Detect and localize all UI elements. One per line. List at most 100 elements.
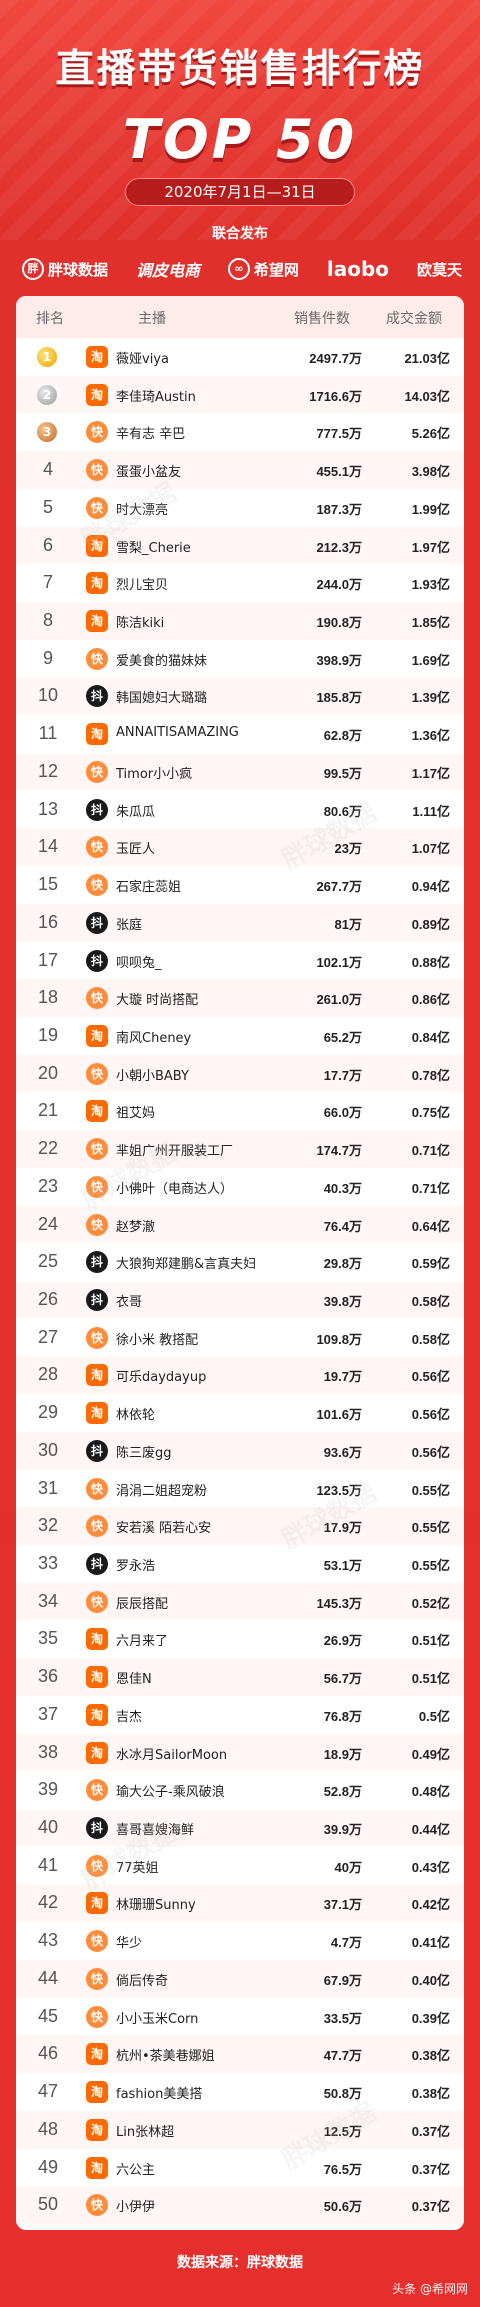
partner-logos: 胖 胖球数据 调皮电商 ∞ 希望网 laobo 欧莫天 [22,252,462,286]
sales-count: 2497.7万 [309,351,362,366]
sales-count: 398.9万 [316,652,362,668]
table-row: 17 抖呗呗兔_ 102.1万 0.88亿 [16,941,464,980]
gmv-amount: 1.69亿 [411,652,450,668]
gmv-amount: 0.5亿 [418,1708,450,1724]
table-row: 20 快小朝小BABY 17.7万 0.78亿 [16,1054,464,1093]
platform-tb-icon: 淘 [86,1100,108,1123]
table-row: 27 快徐小米 教搭配 109.8万 0.58亿 [16,1318,464,1357]
anchor-name: 可乐daydayup [116,1370,207,1386]
sales-count: 99.5万 [323,765,362,781]
gmv-amount: 0.51亿 [411,1671,450,1687]
anchor-name: 呗呗兔_ [116,955,162,971]
platform-tb-icon: 淘 [86,1402,108,1425]
rank-number: 25 [37,1251,59,1272]
gmv-amount: 0.64亿 [411,1218,450,1234]
platform-tb-icon: 淘 [86,346,108,368]
rank-number: 38 [37,1741,59,1762]
rank-number: 48 [37,2118,59,2139]
rank-number: 44 [37,1967,59,1988]
anchor-name: 林珊珊Sunny [116,1898,196,1914]
gmv-amount: 0.59亿 [411,1256,450,1272]
gmv-amount: 0.56亿 [411,1407,450,1423]
gmv-amount: 0.56亿 [411,1369,450,1385]
logo-xiwang: ∞ 希望网 [227,258,299,280]
anchor-name: 水冰月SailorMoon [116,1747,228,1763]
table-row: 29 淘林依轮 101.6万 0.56亿 [16,1394,464,1432]
rank-number: 6 [42,534,53,555]
sales-count: 19.7万 [323,1369,362,1385]
pangqiu-logo-icon: 胖 [22,258,44,280]
anchor-name: 芈姐广州开服装工厂 [116,1144,234,1160]
sales-count: 185.8万 [316,690,362,706]
gmv-amount: 0.58亿 [411,1331,450,1347]
anchor-name: 赵梦澈 [116,1219,156,1235]
anchor-name: 恩佳N [116,1672,152,1688]
anchor-name: 华少 [116,1936,143,1952]
anchor-name: 辰辰搭配 [116,1596,169,1612]
rank-number: 22 [37,1138,59,1159]
date-range-badge: 2020年7月1日—31日 [125,178,355,206]
sales-count: 47.7万 [323,2048,362,2064]
gmv-amount: 0.78亿 [411,1067,450,1083]
rank-number: 42 [37,1892,59,1913]
anchor-name: 玉匠人 [116,842,156,858]
gmv-amount: 0.38亿 [411,2086,450,2102]
gmv-amount: 0.94亿 [411,879,450,895]
table-row: 43 快华少 4.7万 0.41亿 [16,1922,464,1960]
sales-count: 12.5万 [323,2123,362,2139]
table-row: 23 快小佛叶（电商达人） 40.3万 0.71亿 [16,1167,464,1206]
platform-tb-icon: 淘 [86,2118,108,2141]
gmv-amount: 0.39亿 [411,2010,450,2026]
platform-dy-icon: 抖 [86,1817,108,1840]
anchor-name: 喜哥喜嫂海鲜 [116,1823,195,1839]
gmv-amount: 0.55亿 [411,1558,450,1573]
table-row: 11 淘 ANNAITISAMAZING 62.8万 1.36亿 [16,715,464,753]
sales-count: 17.7万 [323,1067,362,1083]
sales-count: 1716.6万 [309,388,362,404]
credit-watermark: 头条 @希网网 [392,2282,468,2296]
table-row: 18 快大璇 时尚搭配 261.0万 0.86亿 [16,979,464,1017]
platform-tb-icon: 淘 [86,2156,108,2179]
page-title: 直播带货销售排行榜 [55,47,425,92]
table-row: 39 快瑜大公子-乘风破浪 52.8万 0.48亿 [16,1771,464,1810]
gmv-amount: 0.38亿 [411,2048,450,2064]
sales-count: 267.7万 [316,879,362,895]
sales-count: 455.1万 [316,464,362,480]
anchor-name: 徐小米 教搭配 [116,1332,199,1348]
rank-medal-icon: 2 [37,384,57,405]
sales-count: 52.8万 [323,1784,362,1800]
platform-ks-icon: 快 [86,1515,108,1538]
platform-ks-icon: 快 [86,836,108,859]
sales-count: 23万 [334,841,362,857]
sales-count: 65.2万 [323,1029,362,1045]
rank-number: 13 [37,798,59,819]
rank-number: 21 [37,1100,59,1121]
sales-count: 56.7万 [323,1671,362,1687]
logo-oumotian: 欧莫天 [416,260,462,279]
table-row: 28 淘可乐daydayup 19.7万 0.56亿 [16,1356,464,1395]
platform-ks-icon: 快 [86,987,108,1010]
platform-ks-icon: 快 [86,1062,108,1085]
platform-ks-icon: 快 [86,1590,108,1613]
table-row: 40 抖喜哥喜嫂海鲜 39.9万 0.44亿 [16,1809,464,1847]
table-row: 13 抖朱瓜瓜 80.6万 1.11亿 [16,790,464,829]
rank-number: 32 [37,1515,59,1536]
header-rank: 排名 [36,311,64,327]
anchor-name: 朱瓜瓜 [116,804,156,820]
table-row: 10 抖韩国媳妇大璐璐 185.8万 1.39亿 [16,677,464,716]
platform-ks-icon: 快 [86,1967,108,1990]
sales-count: 81万 [334,916,362,932]
gmv-amount: 0.58亿 [411,1293,450,1309]
rank-number: 29 [37,1402,59,1423]
anchor-name: 六月来了 [116,1634,169,1650]
table-row: 26 抖衣哥 39.8万 0.58亿 [16,1280,464,1319]
rank-number: 40 [37,1817,59,1838]
table-row: 32 快安若溪 陌若心安 17.9万 0.55亿 [16,1507,464,1545]
table-row: 30 抖陈三废gg 93.6万 0.56亿 [16,1431,464,1470]
gmv-amount: 0.49亿 [411,1746,450,1762]
sales-count: 17.9万 [323,1520,362,1536]
table-row: 31 快涓涓二姐超宠粉 123.5万 0.55亿 [16,1469,464,1508]
rank-number: 45 [37,2005,59,2026]
logo-pangqiu: 胖 胖球数据 [22,258,108,280]
sales-count: 190.8万 [316,615,362,631]
